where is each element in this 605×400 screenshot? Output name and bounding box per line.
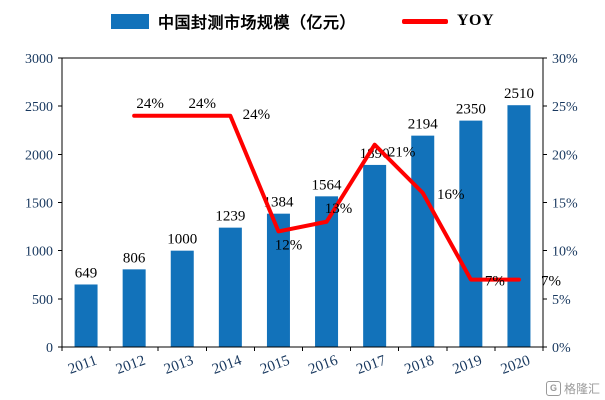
yoy-value-label: 12% [275, 237, 303, 253]
bar-value-label: 806 [123, 250, 146, 266]
yoy-value-label: 7% [485, 274, 505, 290]
watermark: G 格隆汇 [545, 380, 600, 397]
right-axis-label: 25% [552, 100, 578, 115]
left-axis-label: 2000 [25, 148, 53, 163]
x-axis-label-2011: 2011 [66, 353, 99, 378]
bar-value-label: 2510 [504, 86, 534, 102]
left-axis-label: 1500 [25, 197, 53, 212]
left-axis-label: 2500 [25, 100, 53, 115]
gelonghui-logo-icon: G [545, 381, 561, 396]
yoy-value-label: 24% [243, 107, 271, 123]
x-axis-label-2015: 2015 [258, 353, 292, 378]
bar-value-label: 2194 [408, 117, 439, 133]
bar-value-label: 2350 [456, 102, 486, 118]
right-axis-label: 10% [552, 245, 578, 260]
right-axis-label: 30% [552, 52, 578, 67]
left-axis-label: 1000 [25, 245, 53, 260]
bar-value-label: 1384 [263, 195, 294, 211]
x-axis-label-2016: 2016 [306, 352, 340, 377]
bar-2019 [459, 120, 483, 347]
x-axis-label-2012: 2012 [114, 353, 148, 378]
combo-chart-canvas: 6498061000123913841564189021942350251005… [25, 52, 578, 378]
bar-2013 [170, 250, 194, 347]
bar-2012 [122, 269, 146, 347]
left-axis-label: 0 [46, 341, 53, 356]
yoy-value-label: 16% [437, 187, 465, 203]
left-axis-label: 500 [32, 293, 53, 308]
bar-2017 [363, 164, 387, 347]
x-axis-label-2014: 2014 [210, 352, 244, 377]
bar-value-label: 649 [75, 265, 98, 281]
legend-item-bars: 中国封测市场规模（亿元） [110, 9, 356, 33]
x-axis-label-2013: 2013 [162, 353, 196, 378]
bar-2016 [315, 196, 339, 347]
right-axis-label: 15% [552, 197, 578, 212]
bar-2014 [218, 227, 242, 347]
bar-value-label: 1239 [215, 209, 245, 225]
left-axis-label: 3000 [25, 52, 53, 67]
legend-item-line: YOY [401, 12, 495, 30]
chart-legend: 中国封测市场规模（亿元） YOY [0, 0, 605, 38]
bar-value-label: 1564 [312, 177, 343, 193]
yoy-line [132, 113, 521, 282]
yoy-value-label: 24% [136, 96, 164, 112]
right-axis-label: 5% [552, 293, 571, 308]
x-axis-label-2017: 2017 [354, 352, 388, 377]
bar-value-label: 1000 [167, 232, 197, 248]
right-axis-label: 0% [552, 341, 571, 356]
yoy-value-label: 13% [325, 201, 353, 217]
x-axis-label-2020: 2020 [499, 353, 533, 378]
x-axis-label-2018: 2018 [403, 353, 437, 378]
yoy-value-label: 21% [388, 145, 416, 161]
yoy-value-label: 24% [189, 96, 217, 112]
bar-2011 [74, 284, 98, 347]
bar-series-label: 中国封测市场规模（亿元） [157, 15, 356, 32]
bar-2020 [507, 105, 531, 347]
bar-2018 [411, 135, 435, 347]
line-series-swatch-icon [401, 18, 448, 24]
bar-2015 [266, 213, 290, 347]
watermark-text: 格隆汇 [563, 382, 600, 396]
right-axis-label: 20% [552, 148, 578, 163]
line-series-label: YOY [456, 12, 495, 29]
yoy-value-label: 7% [541, 274, 561, 290]
x-axis-label-2019: 2019 [451, 353, 485, 378]
bar-series-swatch-icon [110, 13, 149, 29]
